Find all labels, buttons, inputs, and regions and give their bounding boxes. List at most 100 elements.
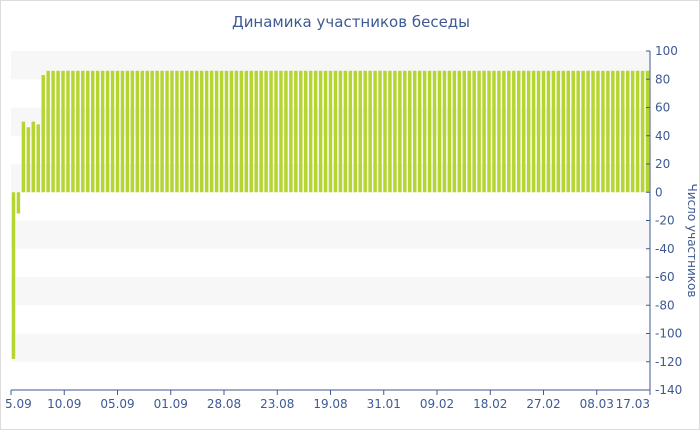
bar	[90, 70, 95, 193]
bar	[571, 70, 575, 193]
bar	[170, 70, 174, 193]
bar	[61, 70, 65, 193]
bar	[512, 70, 516, 193]
bar	[264, 70, 268, 193]
bar	[26, 127, 31, 193]
bar	[150, 70, 154, 193]
bar	[645, 70, 650, 193]
bar	[551, 70, 556, 193]
bar	[521, 70, 526, 193]
bar	[269, 70, 273, 193]
bar	[616, 70, 620, 193]
bar	[417, 70, 422, 193]
x-tick-label: 27.02	[526, 397, 560, 411]
bar	[343, 70, 348, 193]
bar	[165, 70, 169, 193]
bar	[66, 70, 70, 193]
bar	[601, 70, 605, 193]
bar	[71, 70, 75, 193]
bar	[11, 192, 16, 359]
x-tick-label: 5.09	[5, 397, 32, 411]
y-tick-label: 100	[655, 44, 678, 58]
bar	[308, 70, 313, 193]
bar	[41, 75, 45, 193]
bar	[596, 70, 600, 193]
bar	[566, 70, 571, 193]
bar	[442, 70, 447, 193]
x-tick-label: 23.08	[260, 397, 294, 411]
bar	[412, 70, 417, 193]
bar	[432, 70, 437, 193]
bar	[318, 70, 323, 193]
bar	[363, 70, 367, 193]
y-tick-label: -40	[655, 242, 675, 256]
bar	[452, 70, 457, 193]
grid-band	[11, 333, 650, 362]
bar	[214, 70, 219, 193]
bar	[630, 70, 635, 193]
bar	[408, 70, 412, 193]
bar	[437, 70, 442, 193]
bar	[51, 70, 55, 193]
bar	[195, 70, 199, 193]
y-tick-label: -120	[655, 355, 682, 369]
grid-band	[11, 220, 650, 249]
y-tick-label: 20	[655, 157, 670, 171]
bar	[36, 124, 40, 193]
bar	[497, 70, 501, 193]
x-tick-label: 19.08	[313, 397, 347, 411]
bar	[635, 70, 640, 193]
bar	[427, 70, 432, 193]
x-tick-label: 31.01	[367, 397, 401, 411]
bar	[526, 70, 531, 193]
bar	[31, 121, 36, 193]
bar	[155, 70, 159, 193]
tick-labels: 100 80 60 40 20 0 -20 -40 -60 -80 -100 -120 -140 5.09…	[5, 44, 682, 411]
bar	[378, 70, 382, 193]
bar	[477, 70, 481, 193]
bar	[224, 70, 229, 193]
bar	[546, 70, 551, 193]
x-tick-label: 08.03	[580, 397, 614, 411]
bar	[86, 70, 90, 193]
bar	[383, 70, 387, 193]
bar	[145, 70, 149, 193]
y-tick-label: 80	[655, 72, 670, 86]
bar	[130, 70, 135, 193]
bar	[115, 70, 120, 193]
bar	[209, 70, 214, 193]
bar	[338, 70, 343, 193]
bar	[611, 70, 615, 193]
bar	[135, 70, 140, 193]
x-tick-label: 01.09	[154, 397, 188, 411]
bar	[447, 70, 452, 193]
x-tick-label: 10.09	[47, 397, 81, 411]
bar	[259, 70, 263, 193]
y-tick-label: -100	[655, 327, 682, 341]
bar	[487, 70, 491, 193]
bar	[294, 70, 298, 193]
bar	[353, 70, 358, 193]
y-tick-label: -20	[655, 214, 675, 228]
x-tick-label: 17.03	[616, 397, 650, 411]
bar	[244, 70, 249, 193]
bar	[95, 70, 100, 193]
bar	[502, 70, 506, 193]
bar	[625, 70, 630, 193]
bar	[303, 70, 308, 193]
bar	[457, 70, 462, 193]
bar	[274, 70, 278, 193]
bar	[541, 70, 546, 193]
bar	[516, 70, 521, 193]
bar	[76, 70, 80, 193]
bar	[576, 70, 580, 193]
chart-title: Динамика участников беседы	[231, 13, 471, 31]
grid-band	[11, 277, 650, 306]
bar	[586, 70, 590, 193]
y-tick-label: -140	[655, 383, 682, 397]
x-tick-label: 28.08	[207, 397, 241, 411]
x-tick-label: 09.02	[420, 397, 454, 411]
y-tick-label: 0	[655, 185, 663, 199]
bar	[621, 70, 625, 193]
